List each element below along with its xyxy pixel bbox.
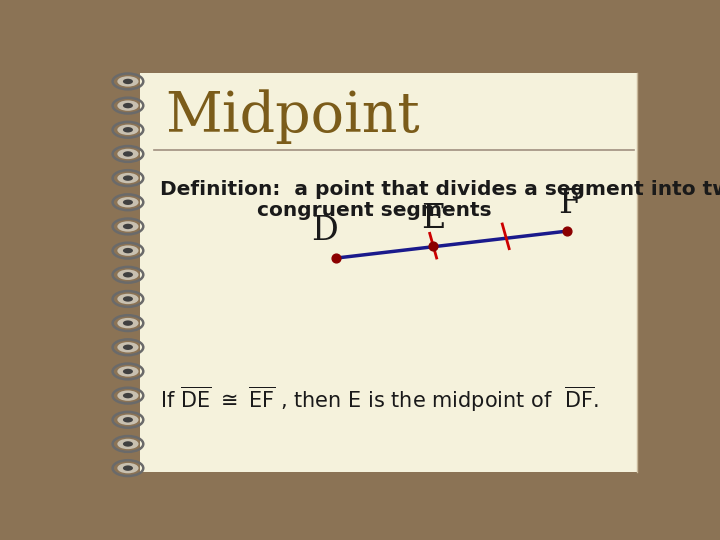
Ellipse shape bbox=[123, 345, 133, 350]
Ellipse shape bbox=[123, 369, 133, 374]
Ellipse shape bbox=[117, 366, 138, 377]
Ellipse shape bbox=[123, 127, 133, 132]
Ellipse shape bbox=[117, 125, 138, 135]
Text: F: F bbox=[558, 188, 582, 220]
Point bbox=[428, 241, 439, 250]
Ellipse shape bbox=[123, 248, 133, 253]
Ellipse shape bbox=[123, 79, 133, 84]
Ellipse shape bbox=[123, 296, 133, 302]
Ellipse shape bbox=[117, 294, 138, 304]
Ellipse shape bbox=[117, 269, 138, 280]
Ellipse shape bbox=[123, 465, 133, 471]
Ellipse shape bbox=[117, 318, 138, 328]
Ellipse shape bbox=[117, 415, 138, 425]
Ellipse shape bbox=[117, 439, 138, 449]
Ellipse shape bbox=[123, 151, 133, 157]
FancyBboxPatch shape bbox=[140, 73, 637, 472]
Text: congruent segments: congruent segments bbox=[258, 201, 492, 220]
Ellipse shape bbox=[117, 342, 138, 353]
Ellipse shape bbox=[117, 221, 138, 232]
Text: If $\overline{\mathsf{DE}}$ $\cong$ $\overline{\mathsf{EF}}$ , then E is the mid: If $\overline{\mathsf{DE}}$ $\cong$ $\ov… bbox=[160, 385, 598, 414]
Ellipse shape bbox=[117, 245, 138, 256]
Text: E: E bbox=[421, 202, 446, 235]
Ellipse shape bbox=[117, 100, 138, 111]
Ellipse shape bbox=[123, 417, 133, 422]
Ellipse shape bbox=[117, 173, 138, 183]
Ellipse shape bbox=[123, 272, 133, 278]
Text: Definition:  a point that divides a segment into two: Definition: a point that divides a segme… bbox=[160, 180, 720, 199]
Ellipse shape bbox=[117, 463, 138, 474]
Point bbox=[562, 227, 573, 235]
Ellipse shape bbox=[123, 320, 133, 326]
Point bbox=[330, 254, 341, 262]
Ellipse shape bbox=[123, 176, 133, 181]
Ellipse shape bbox=[117, 390, 138, 401]
Text: D: D bbox=[311, 215, 338, 247]
Ellipse shape bbox=[123, 393, 133, 399]
Ellipse shape bbox=[117, 76, 138, 86]
Ellipse shape bbox=[117, 197, 138, 207]
Ellipse shape bbox=[123, 441, 133, 447]
Ellipse shape bbox=[123, 103, 133, 109]
Ellipse shape bbox=[117, 148, 138, 159]
Ellipse shape bbox=[123, 224, 133, 229]
Ellipse shape bbox=[123, 200, 133, 205]
Text: Midpoint: Midpoint bbox=[166, 90, 420, 144]
